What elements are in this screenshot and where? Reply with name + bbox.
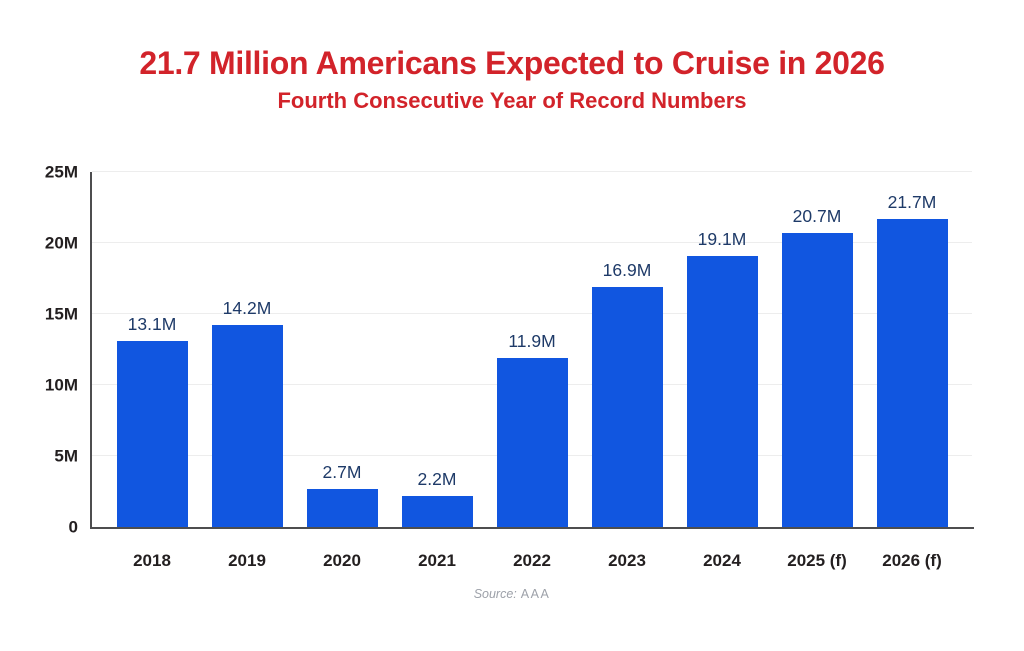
bar-2020: 2.7M — [306, 462, 378, 527]
x-tick-label-text: 2022 — [513, 551, 551, 570]
x-tick-label: 2023 — [592, 551, 663, 571]
gridline — [92, 171, 972, 172]
y-tick-label: 0 — [68, 517, 78, 537]
bar-value-label: 2.2M — [417, 468, 457, 489]
y-axis-line — [90, 172, 92, 527]
bar-value-label: 20.7M — [792, 206, 842, 227]
bar-2026 (f): 21.7M — [876, 192, 948, 527]
bar-2019: 14.2M — [211, 298, 283, 527]
x-tick-label-text: 2021 — [418, 551, 456, 570]
y-tick-label: 15M — [44, 304, 78, 324]
x-tick-label-text: 2019 — [228, 551, 266, 570]
bar-value-label: 2.7M — [322, 461, 362, 482]
x-tick-label: 2020 — [307, 551, 378, 571]
x-tick-label: 2024 — [687, 551, 758, 571]
y-tick-label: 25M — [44, 162, 78, 182]
bar-value-label: 21.7M — [887, 191, 937, 212]
x-tick-label: 2022 — [497, 551, 568, 571]
plot-area: 13.1M 14.2M 2.7M 2.2M 11.9M 16.9M 19.1M 20.7M 21… — [90, 171, 974, 529]
x-tick-label-text: 2018 — [133, 551, 171, 570]
bar-2018: 13.1M — [116, 314, 188, 527]
chart-subtitle: Fourth Consecutive Year of Record Number… — [277, 88, 747, 113]
bar-2023: 16.9M — [591, 260, 663, 527]
bar-2024: 19.1M — [686, 229, 758, 527]
bar-value-label: 19.1M — [697, 228, 747, 249]
x-tick-label-text: 2025 (f) — [787, 551, 847, 570]
chart-title: 21.7 Million Americans Expected to Cruis… — [139, 45, 885, 81]
bars: 13.1M 14.2M 2.7M 2.2M 11.9M 16.9M 19.1M 20.7M 21… — [92, 172, 972, 527]
x-tick-label: 2021 — [402, 551, 473, 571]
x-tick-label: 2018 — [117, 551, 188, 571]
source-prefix: Source: — [473, 587, 517, 601]
bar-value-label: 11.9M — [508, 331, 556, 352]
x-tick-label: 2025 (f) — [782, 551, 853, 571]
bar-2025 (f): 20.7M — [781, 206, 853, 527]
y-tick-label: 20M — [44, 233, 78, 253]
y-axis-tick-labels: 0 5M 10M 15M 20M 25M — [0, 164, 78, 536]
x-tick-label: 2019 — [212, 551, 283, 571]
bar-value-label: 14.2M — [222, 298, 272, 319]
x-tick-label: 2026 (f) — [877, 551, 948, 571]
bar-value-label: 13.1M — [127, 313, 177, 334]
gridline — [92, 313, 972, 314]
source-value: AAA — [520, 587, 551, 601]
gridline — [92, 242, 972, 243]
x-tick-label-text: 2020 — [323, 551, 361, 570]
y-tick-label: 5M — [54, 446, 78, 466]
source-note: Source: AAA — [0, 587, 1024, 601]
x-tick-label-text: 2026 (f) — [882, 551, 942, 570]
bar-2021: 2.2M — [401, 469, 473, 527]
bar-2022: 11.9M — [496, 331, 568, 527]
x-axis-tick-labels: 2018 2019 2020 2021 2022 2023 2024 2025 (f) 2026… — [92, 551, 972, 571]
x-tick-label-text: 2024 — [703, 551, 741, 570]
y-tick-label: 10M — [44, 375, 78, 395]
x-tick-label-text: 2023 — [608, 551, 646, 570]
x-axis-baseline — [90, 527, 974, 529]
bar-value-label: 16.9M — [602, 260, 652, 281]
